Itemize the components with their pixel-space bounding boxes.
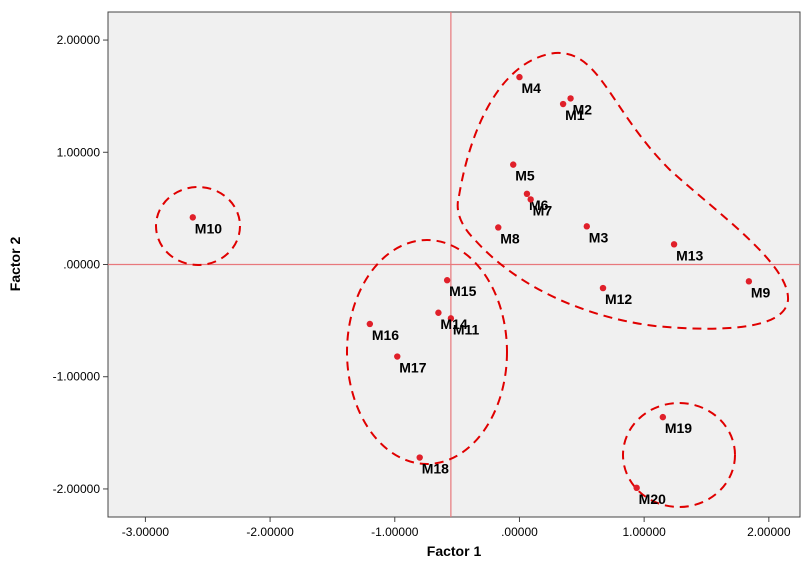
data-point-m16 <box>366 320 374 328</box>
data-point-m7 <box>527 196 534 203</box>
data-point-m15 <box>443 277 451 284</box>
point-label-m6: M6 <box>529 197 549 213</box>
cluster-outline-m10 <box>155 186 241 266</box>
cluster-outlines <box>155 51 790 508</box>
data-point-m1 <box>559 100 567 108</box>
point-label-m13: M13 <box>676 247 703 263</box>
cluster-outline-m11-m18 <box>346 239 508 465</box>
data-point-m17 <box>394 353 401 360</box>
data-point-m13 <box>670 241 678 248</box>
x-tick-label: .00000 <box>501 525 538 539</box>
data-point-m19 <box>659 413 667 421</box>
point-label-m11: M11 <box>453 321 480 337</box>
y-axis-title: Factor 2 <box>7 237 23 292</box>
point-label-m16: M16 <box>372 327 399 343</box>
point-label-m8: M8 <box>500 230 520 246</box>
y-tick-label: -1.00000 <box>53 370 101 384</box>
y-axis-ticks: 2.00000 1.00000 .00000 -1.00000 -2.00000 <box>53 33 108 496</box>
data-point-m11 <box>447 315 455 322</box>
data-point-m8 <box>495 224 502 231</box>
data-point-m10 <box>189 214 196 221</box>
point-label-m17: M17 <box>399 360 426 376</box>
x-tick-label: -1.00000 <box>371 525 419 539</box>
data-point-m2 <box>567 95 574 102</box>
x-axis-ticks: -3.00000 -2.00000 -1.00000 .00000 1.00000 2.0… <box>122 517 791 539</box>
y-tick-label: 2.00000 <box>57 33 101 47</box>
data-point-m12 <box>599 284 607 292</box>
point-label-m9: M9 <box>751 284 771 300</box>
point-label-m10: M10 <box>195 220 222 236</box>
point-label-m7: M7 <box>533 202 553 218</box>
point-label-m4: M4 <box>521 80 541 96</box>
point-label-m18: M18 <box>422 461 449 477</box>
point-label-m5: M5 <box>515 168 535 184</box>
point-label-m14: M14 <box>440 316 467 332</box>
y-tick-label: 1.00000 <box>57 145 101 159</box>
x-tick-label: 2.00000 <box>747 525 791 539</box>
point-label-m20: M20 <box>639 491 666 507</box>
data-point-m3 <box>583 223 590 230</box>
cluster-outline-m1-m13 <box>456 51 790 330</box>
x-axis-title: Factor 1 <box>427 543 482 559</box>
x-tick-label: -2.00000 <box>246 525 294 539</box>
point-label-m15: M15 <box>449 283 476 299</box>
x-tick-label: -3.00000 <box>122 525 170 539</box>
point-label-m2: M2 <box>573 101 593 117</box>
point-label-m19: M19 <box>665 420 692 436</box>
point-label-m1: M1 <box>565 107 585 123</box>
x-tick-label: 1.00000 <box>622 525 666 539</box>
point-label-m3: M3 <box>589 229 609 245</box>
data-point-m5 <box>510 161 517 168</box>
point-label-m12: M12 <box>605 291 632 307</box>
data-point-m20 <box>633 484 640 492</box>
y-tick-label: .00000 <box>63 258 100 272</box>
cluster-outline-m19-m20 <box>622 402 736 508</box>
data-point-m14 <box>435 309 442 316</box>
data-point-m9 <box>745 278 753 285</box>
y-tick-label: -2.00000 <box>53 482 101 496</box>
data-point-m6 <box>523 190 531 197</box>
data-point-m4 <box>516 73 523 81</box>
data-point-m18 <box>416 454 423 461</box>
